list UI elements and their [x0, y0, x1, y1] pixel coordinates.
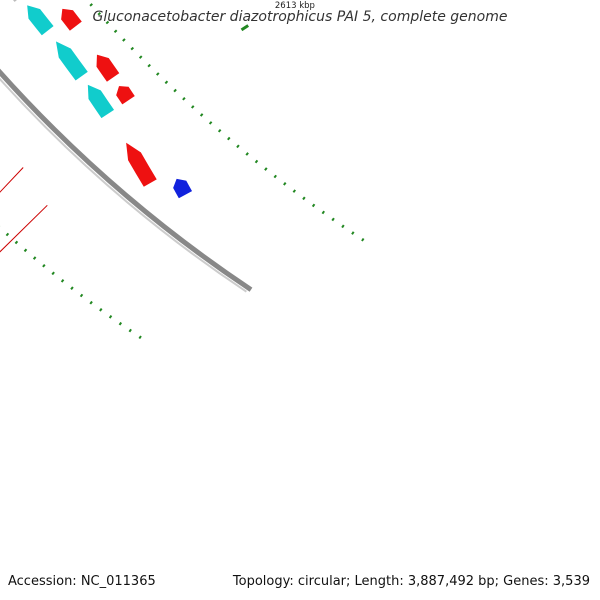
gene-label-line [0, 204, 48, 253]
scale-tick-mark [240, 24, 250, 32]
outer-dotted-arc [84, 0, 365, 242]
feature-track [11, 0, 194, 200]
gene-feature-f-c1 [86, 83, 116, 120]
backbone-lines [0, 68, 253, 293]
genome-summary: Topology: circular; Length: 3,887,492 bp… [232, 574, 590, 589]
backbone-outer-line [0, 68, 253, 292]
gene-label-line [0, 167, 24, 193]
gene-feature-f-blue [172, 177, 194, 200]
gene-feature-f-r2 [115, 84, 137, 106]
accession-text: Accession: NC_011365 [8, 574, 156, 589]
scale-tick-label: 2613 kbp [275, 1, 315, 11]
gene-labels: Gdia_2357Gdia_2356Gdia_2355Gdia_2354Gdia… [0, 167, 48, 253]
gene-feature-f-c2 [54, 39, 90, 82]
gene-feature-f-c3 [26, 3, 56, 37]
backbone-inner-line [0, 77, 247, 293]
gene-feature-f-r1 [124, 140, 159, 189]
scale-ticks: 2613 kbp2612 kbp2611 kbp2610 kbp2609 kbp… [240, 1, 315, 32]
gene-feature-f-r3 [95, 53, 121, 84]
gene-feature-f-r4 [60, 7, 84, 33]
gene-feature-f-g1 [11, 0, 19, 4]
dotted-guides [0, 0, 365, 340]
map-title: Gluconacetobacter diazotrophicus PAI 5, … [92, 9, 508, 25]
